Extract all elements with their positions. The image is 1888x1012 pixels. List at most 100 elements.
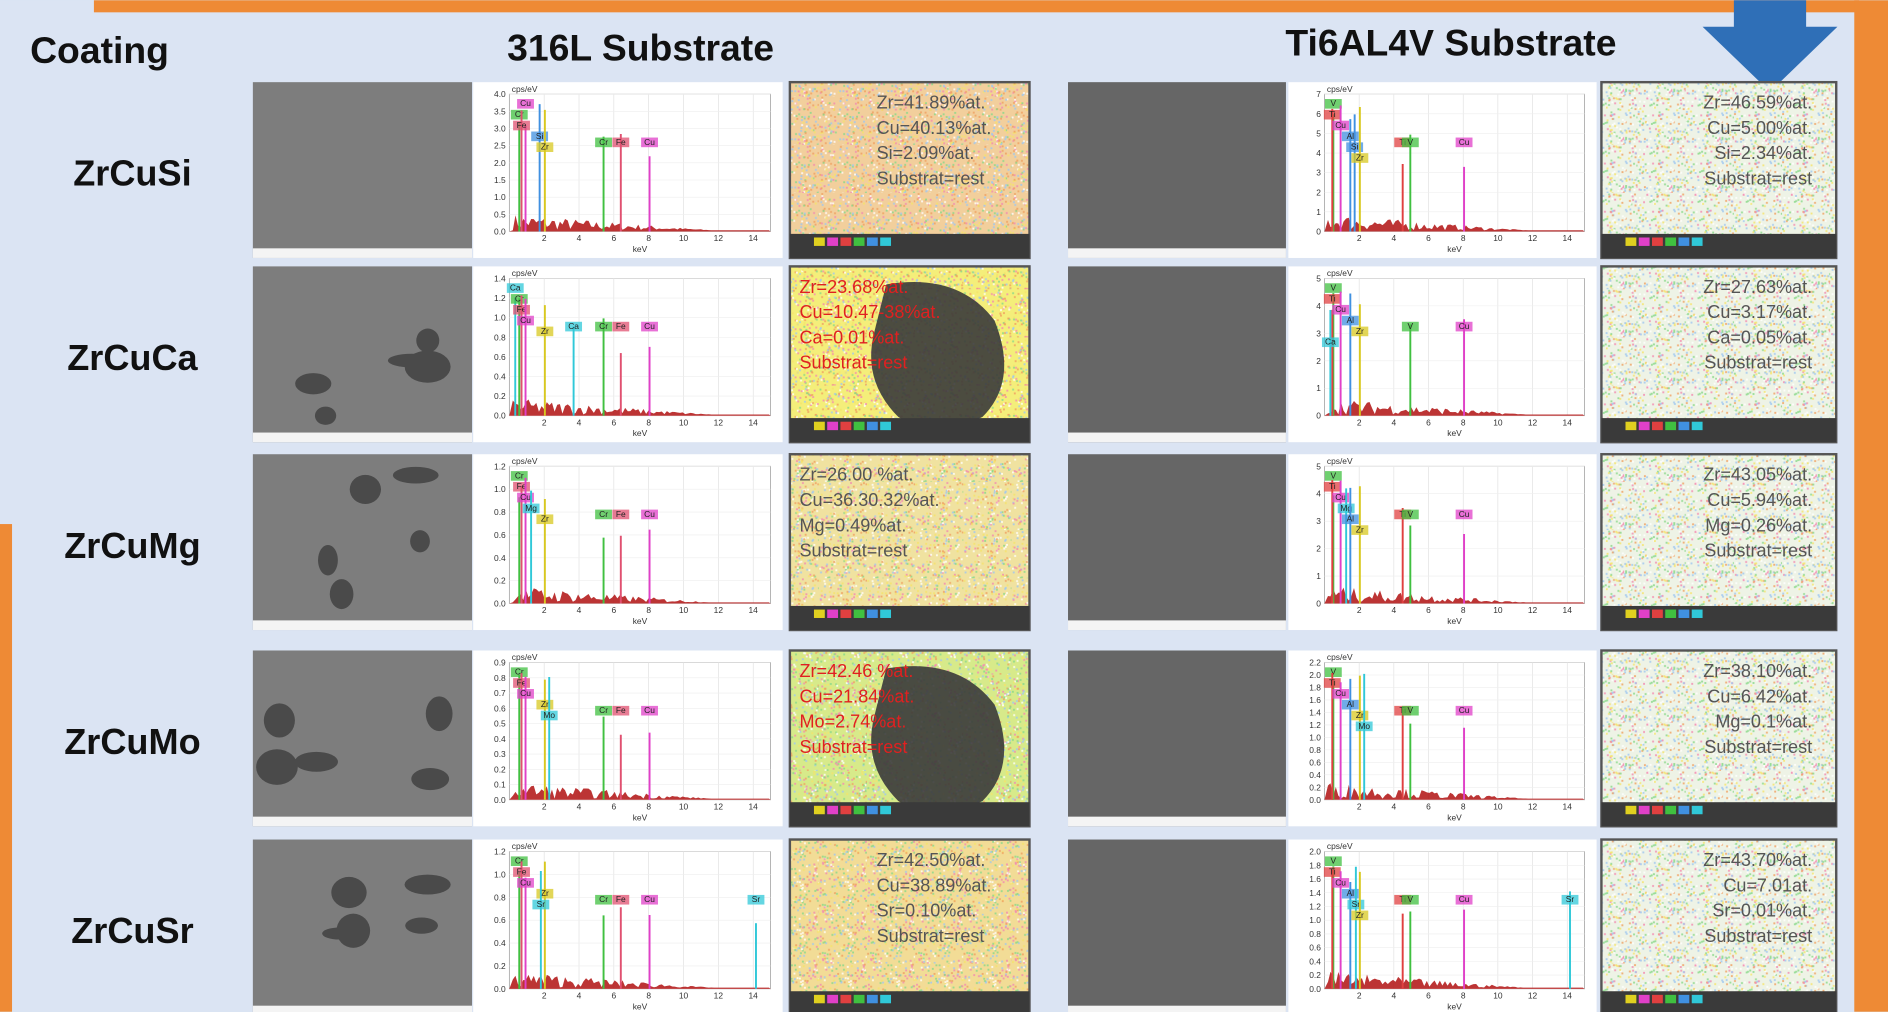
y-tick-label: 1.5 bbox=[494, 175, 506, 185]
map-legend bbox=[1601, 802, 1836, 826]
y-tick-label: 1.0 bbox=[494, 192, 506, 202]
peak-label: Zr bbox=[1356, 910, 1364, 920]
x-unit: keV bbox=[633, 1001, 648, 1011]
x-tick-label: 12 bbox=[714, 233, 724, 243]
map-legend-swatch bbox=[1692, 610, 1703, 618]
x-tick-label: 4 bbox=[1392, 605, 1397, 615]
map-legend-swatch bbox=[814, 610, 825, 618]
peak-label: Sr bbox=[537, 899, 546, 909]
map-legend bbox=[790, 802, 1030, 826]
sem-feature bbox=[388, 354, 435, 368]
peak-label: Cr bbox=[599, 894, 608, 904]
x-tick-label: 8 bbox=[646, 801, 651, 811]
map-legend-swatch bbox=[867, 995, 878, 1003]
y-tick-label: 2 bbox=[1316, 187, 1321, 197]
peak-label: Fe bbox=[616, 137, 626, 147]
peak-label: Cu bbox=[644, 321, 655, 331]
y-unit: cps/eV bbox=[512, 268, 538, 278]
peak-label: Ti bbox=[1329, 677, 1336, 687]
x-tick-label: 8 bbox=[1461, 417, 1466, 427]
x-tick-label: 12 bbox=[1528, 801, 1538, 811]
y-tick-label: 1.0 bbox=[494, 484, 506, 494]
peak-label: Cu bbox=[520, 315, 531, 325]
y-tick-label: 0.4 bbox=[494, 553, 506, 563]
map-legend-swatch bbox=[867, 237, 878, 245]
y-tick-label: 0.5 bbox=[494, 719, 506, 729]
composition-text: Cu=5.94%at. bbox=[1707, 490, 1812, 510]
peak-label: Cr bbox=[599, 137, 608, 147]
x-tick-label: 4 bbox=[1392, 990, 1397, 1000]
y-tick-label: 0.8 bbox=[494, 507, 506, 517]
peak-label: Cu bbox=[644, 137, 655, 147]
peak-label: Cu bbox=[1459, 894, 1470, 904]
peak-label: Cr bbox=[599, 705, 608, 715]
y-tick-label: 4 bbox=[1316, 148, 1321, 158]
x-tick-label: 10 bbox=[679, 233, 689, 243]
x-tick-label: 10 bbox=[679, 417, 689, 427]
composition-text: Zr=43.70%at. bbox=[1703, 850, 1812, 870]
map-legend-swatch bbox=[854, 237, 865, 245]
y-unit: cps/eV bbox=[512, 652, 538, 662]
y-tick-label: 0.6 bbox=[494, 915, 506, 925]
map-legend bbox=[1601, 606, 1836, 630]
x-unit: keV bbox=[1447, 616, 1462, 626]
composition-text: Ca=0.01%at. bbox=[800, 327, 905, 347]
map-legend-swatch bbox=[814, 995, 825, 1003]
y-tick-label: 5 bbox=[1316, 128, 1321, 138]
map-legend-swatch bbox=[1639, 806, 1650, 814]
composition-text: Zr=38.10%at. bbox=[1703, 661, 1812, 681]
map-legend-swatch bbox=[854, 610, 865, 618]
y-tick-label: 0.6 bbox=[494, 530, 506, 540]
peak-label: V bbox=[1408, 321, 1414, 331]
x-tick-label: 12 bbox=[714, 990, 724, 1000]
composition-text: Mg=0.49%at. bbox=[800, 515, 907, 535]
x-tick-label: 2 bbox=[542, 233, 547, 243]
x-tick-label: 14 bbox=[1563, 417, 1573, 427]
map-legend-swatch bbox=[1652, 422, 1663, 430]
y-tick-label: 0.6 bbox=[494, 703, 506, 713]
sem-footer bbox=[1068, 620, 1286, 630]
sem-footer bbox=[1068, 248, 1286, 258]
x-tick-label: 10 bbox=[679, 990, 689, 1000]
map-legend-swatch bbox=[1652, 995, 1663, 1003]
composition-text: Cu=38.89%at. bbox=[877, 875, 992, 895]
map-legend-swatch bbox=[854, 806, 865, 814]
map-legend bbox=[1601, 418, 1836, 442]
x-tick-label: 8 bbox=[1461, 605, 1466, 615]
map-legend-swatch bbox=[867, 806, 878, 814]
x-tick-label: 6 bbox=[1426, 605, 1431, 615]
y-unit: cps/eV bbox=[1327, 84, 1353, 94]
x-tick-label: 6 bbox=[1426, 233, 1431, 243]
composition-text: Cu=7.01at. bbox=[1723, 875, 1812, 895]
x-tick-label: 4 bbox=[577, 233, 582, 243]
y-tick-label: 1.2 bbox=[494, 847, 506, 857]
composition-text: Zr=27.63%at. bbox=[1703, 277, 1812, 297]
map-legend bbox=[790, 234, 1030, 258]
map-legend-swatch bbox=[867, 610, 878, 618]
x-tick-label: 4 bbox=[1392, 801, 1397, 811]
map-legend-swatch bbox=[1665, 806, 1676, 814]
peak-label: Ti bbox=[1329, 866, 1336, 876]
x-unit: keV bbox=[633, 428, 648, 438]
peak-label: Cu bbox=[1335, 492, 1346, 502]
x-tick-label: 12 bbox=[714, 605, 724, 615]
peak-label: Cu bbox=[1459, 321, 1470, 331]
y-tick-label: 1.6 bbox=[1309, 695, 1321, 705]
map-legend-swatch bbox=[1626, 422, 1637, 430]
x-tick-label: 10 bbox=[1493, 417, 1503, 427]
peak-label: Fe bbox=[616, 509, 626, 519]
sem-feature bbox=[350, 475, 381, 504]
y-tick-label: 0 bbox=[1316, 411, 1321, 421]
y-tick-label: 1.8 bbox=[1309, 682, 1321, 692]
y-tick-label: 1.2 bbox=[494, 461, 506, 471]
x-tick-label: 2 bbox=[1357, 801, 1362, 811]
map-legend-swatch bbox=[1639, 610, 1650, 618]
composition-text: Sr=0.01%at. bbox=[1712, 901, 1812, 921]
y-tick-label: 2.0 bbox=[494, 158, 506, 168]
sem-feature bbox=[411, 768, 449, 790]
x-tick-label: 2 bbox=[542, 417, 547, 427]
peak-label: Cu bbox=[520, 492, 531, 502]
y-tick-label: 0.8 bbox=[1309, 745, 1321, 755]
map-legend-swatch bbox=[1665, 610, 1676, 618]
sem-footer bbox=[253, 433, 472, 443]
